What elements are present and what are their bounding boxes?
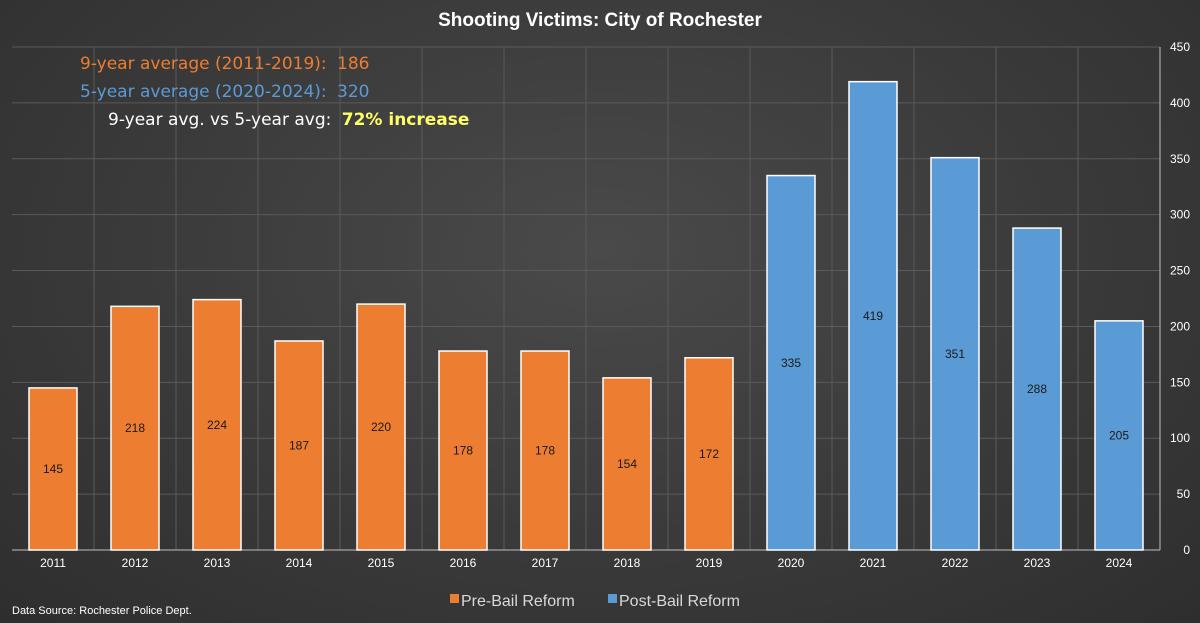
annotation-line-3: 9-year avg. vs 5-year avg: 72% increase — [108, 110, 469, 130]
bar-2023 — [1012, 227, 1062, 551]
annotation-line-1: 9-year average (2011-2019): 186 — [80, 54, 370, 74]
bar-2020 — [766, 174, 816, 551]
x-tick-label: 2021 — [860, 556, 887, 570]
x-axis-ticks: 2011 2012 2013 2014 2015 2016 2017 2018 2019 2020… — [40, 556, 1133, 570]
data-label-2019: 172 — [699, 447, 719, 461]
y-tick-label: 150 — [1170, 375, 1190, 389]
chart-title: Shooting Victims: City of Rochester — [438, 10, 762, 31]
y-tick-label: 100 — [1170, 431, 1190, 445]
annotation-box: 9-year average (2011-2019): 186 5-year a… — [80, 54, 469, 130]
data-label-2018: 154 — [617, 457, 637, 471]
x-tick-label: 2015 — [368, 556, 395, 570]
data-label-2016: 178 — [453, 444, 473, 458]
y-tick-label: 250 — [1170, 264, 1190, 278]
bar-2013 — [192, 298, 242, 551]
legend: Pre-Bail Reform Post-Bail Reform — [450, 593, 740, 610]
data-source-note: Data Source: Rochester Police Dept. — [12, 605, 192, 617]
x-tick-label: 2011 — [40, 556, 66, 570]
x-tick-label: 2019 — [696, 556, 723, 570]
legend-swatch-post — [608, 594, 617, 603]
bar-2021 — [848, 80, 898, 551]
x-tick-label: 2014 — [286, 556, 313, 570]
bar-2015 — [356, 303, 406, 551]
data-label-2011: 145 — [43, 462, 63, 476]
annotation-3-value: 72% increase — [342, 110, 470, 130]
y-axis-ticks: 0 50 100 150 200 250 300 350 400 450 — [1170, 40, 1190, 557]
annotation-1-label: 9-year average (2011-2019): — [80, 54, 327, 74]
x-tick-label: 2020 — [778, 556, 805, 570]
legend-label-pre: Pre-Bail Reform — [461, 593, 575, 610]
x-tick-label: 2013 — [204, 556, 231, 570]
bar-2019 — [684, 356, 734, 551]
data-label-2013: 224 — [207, 418, 227, 432]
x-tick-label: 2023 — [1024, 556, 1051, 570]
data-label-2021: 419 — [863, 309, 883, 323]
y-tick-label: 0 — [1183, 543, 1190, 557]
y-tick-label: 200 — [1170, 319, 1190, 333]
bars — [28, 80, 1144, 551]
y-tick-label: 400 — [1170, 96, 1190, 110]
data-label-2012: 218 — [125, 421, 145, 435]
data-label-2020: 335 — [781, 356, 801, 370]
annotation-2-label: 5-year average (2020-2024): — [80, 82, 327, 102]
x-tick-label: 2017 — [532, 556, 559, 570]
data-labels: 145 218 224 187 220 178 178 154 172 335 419 351 288 2… — [43, 309, 1129, 476]
y-tick-label: 300 — [1170, 208, 1190, 222]
data-label-2015: 220 — [371, 420, 391, 434]
legend-label-post: Post-Bail Reform — [619, 593, 740, 610]
annotation-1-value: 186 — [337, 54, 369, 74]
bar-2014 — [274, 340, 324, 551]
legend-swatch-pre — [450, 594, 459, 603]
x-tick-label: 2012 — [122, 556, 149, 570]
y-tick-label: 350 — [1170, 152, 1190, 166]
data-label-2017: 178 — [535, 444, 555, 458]
x-tick-label: 2018 — [614, 556, 641, 570]
annotation-3-label: 9-year avg. vs 5-year avg: — [108, 110, 331, 130]
data-label-2024: 205 — [1109, 428, 1129, 442]
bar-2016 — [438, 350, 488, 551]
x-tick-label: 2022 — [942, 556, 969, 570]
data-label-2014: 187 — [289, 438, 309, 452]
bar-2017 — [520, 350, 570, 551]
annotation-line-2: 5-year average (2020-2024): 320 — [80, 82, 370, 102]
y-tick-label: 50 — [1177, 487, 1191, 501]
bar-2022 — [930, 156, 980, 551]
bar-2024 — [1094, 320, 1144, 551]
data-label-2022: 351 — [945, 347, 965, 361]
annotation-2-value: 320 — [337, 82, 369, 102]
y-tick-label: 450 — [1170, 40, 1190, 54]
bar-2012 — [110, 305, 160, 551]
x-tick-label: 2024 — [1106, 556, 1133, 570]
bar-2018 — [602, 377, 652, 551]
data-label-2023: 288 — [1027, 382, 1047, 396]
bar-2011 — [28, 387, 78, 551]
x-tick-label: 2016 — [450, 556, 477, 570]
